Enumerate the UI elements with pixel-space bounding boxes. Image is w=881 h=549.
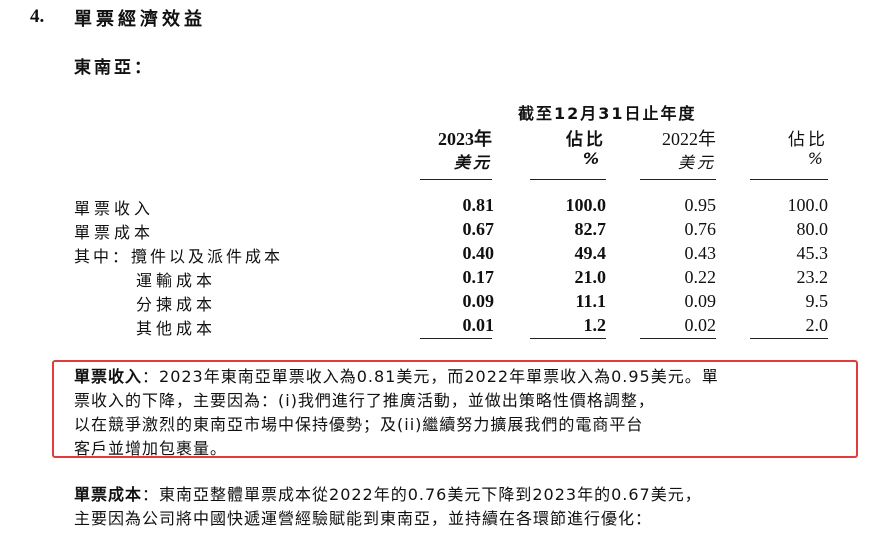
cell-value: 82.7 — [574, 219, 607, 239]
col-header-share-2023-unit: % — [582, 149, 602, 168]
cell-value: 21.0 — [574, 267, 607, 287]
cell-value: 0.09 — [462, 291, 495, 311]
table-bottom-rule-4 — [750, 338, 828, 339]
col-header-2022-unit: 美元 — [677, 153, 716, 172]
cell-value: 0.67 — [462, 219, 495, 239]
paragraph-line: 票收入的下降，主要因為：(i)我們進行了推廣活動，並做出策略性價格調整， — [74, 391, 655, 410]
cell-value: 2.0 — [805, 315, 829, 335]
table-bottom-rule-2 — [530, 338, 606, 339]
paragraph-unit-cost: 單票成本：東南亞整體單票成本從2022年的0.76美元下降到2023年的0.67… — [74, 483, 854, 531]
cell-value: 45.3 — [796, 243, 829, 263]
highlight-box — [52, 360, 858, 458]
cell-value: 11.1 — [575, 291, 606, 311]
cell-value: 0.22 — [684, 267, 717, 287]
header-underline-1 — [420, 179, 492, 180]
header-underline-4 — [750, 179, 828, 180]
cell-value: 80.0 — [796, 219, 829, 239]
cell-value: 100.0 — [787, 195, 829, 215]
paragraph-line: 客戶並增加包裹量。 — [74, 439, 228, 458]
paragraph-line: 單票收入：2023年東南亞單票收入為0.81美元，而2022年單票收入為0.95… — [74, 365, 854, 389]
row-label: 運輸成本 — [136, 271, 217, 290]
table-bottom-rule-1 — [420, 338, 492, 339]
col-header-share-2022: 佔比 — [788, 130, 828, 150]
cell-value: 1.2 — [583, 315, 607, 335]
paragraph-text: ：2023年東南亞單票收入為0.81美元，而2022年單票收入為0.95美元。單 — [142, 367, 719, 386]
cell-value: 9.5 — [805, 291, 829, 311]
paragraph-line: 單票成本：東南亞整體單票成本從2022年的0.76美元下降到2023年的0.67… — [74, 483, 854, 507]
row-label: 其他成本 — [136, 319, 217, 338]
table-row: 單票收入 0.81 100.0 0.95 100.0 — [0, 195, 881, 219]
row-label: 其中：攬件以及派件成本 — [74, 247, 284, 266]
paragraph-line: 以在競爭激烈的東南亞市場中保持優勢；及(ii)繼續努力擴展我們的電商平台 — [74, 415, 644, 434]
paragraph-line: 主要因為公司將中國快遞運營經驗賦能到東南亞，並持續在各環節進行優化： — [74, 509, 653, 528]
col-header-2023-year: 2023年 — [438, 129, 492, 149]
cell-value: 0.95 — [684, 195, 717, 215]
cell-value: 23.2 — [796, 267, 829, 287]
header-underline-2 — [530, 179, 606, 180]
cell-value: 0.02 — [684, 315, 717, 335]
paragraph-unit-revenue: 單票收入：2023年東南亞單票收入為0.81美元，而2022年單票收入為0.95… — [74, 365, 854, 461]
header-underline-3 — [640, 179, 716, 180]
row-label: 分揀成本 — [136, 295, 217, 314]
period-header: 截至12月31日止年度 — [518, 104, 697, 123]
cell-value: 0.43 — [684, 243, 717, 263]
col-header-share-2022-unit: % — [807, 149, 826, 168]
cell-value: 0.81 — [462, 195, 495, 215]
col-header-2022-year: 2022年 — [662, 129, 716, 149]
table-bottom-rule-3 — [640, 338, 716, 339]
col-header-2023-unit: 美元 — [453, 153, 492, 172]
row-label: 單票收入 — [74, 199, 155, 218]
cell-value: 100.0 — [565, 195, 607, 215]
table-row: 其中：攬件以及派件成本 0.40 49.4 0.43 45.3 — [0, 243, 881, 267]
section-number: 4. — [30, 6, 45, 27]
cell-value: 0.40 — [462, 243, 495, 263]
cell-value: 0.17 — [462, 267, 495, 287]
table-row: 單票成本 0.67 82.7 0.76 80.0 — [0, 219, 881, 243]
cell-value: 0.01 — [462, 315, 495, 335]
row-label: 單票成本 — [74, 223, 155, 242]
paragraph-lead: 單票收入 — [74, 367, 143, 386]
table-row: 分揀成本 0.09 11.1 0.09 9.5 — [0, 291, 881, 315]
section-title: 單票經濟效益 — [74, 9, 206, 30]
cell-value: 0.76 — [684, 219, 717, 239]
cell-value: 49.4 — [574, 243, 607, 263]
paragraph-lead: 單票成本 — [74, 485, 143, 504]
table-row: 其他成本 0.01 1.2 0.02 2.0 — [0, 315, 881, 339]
table-row: 運輸成本 0.17 21.0 0.22 23.2 — [0, 267, 881, 291]
paragraph-text: ：東南亞整體單票成本從2022年的0.76美元下降到2023年的0.67美元， — [142, 485, 702, 504]
subsection-title: 東南亞： — [74, 58, 154, 78]
col-header-share-2023: 佔比 — [566, 130, 606, 150]
cell-value: 0.09 — [684, 291, 717, 311]
